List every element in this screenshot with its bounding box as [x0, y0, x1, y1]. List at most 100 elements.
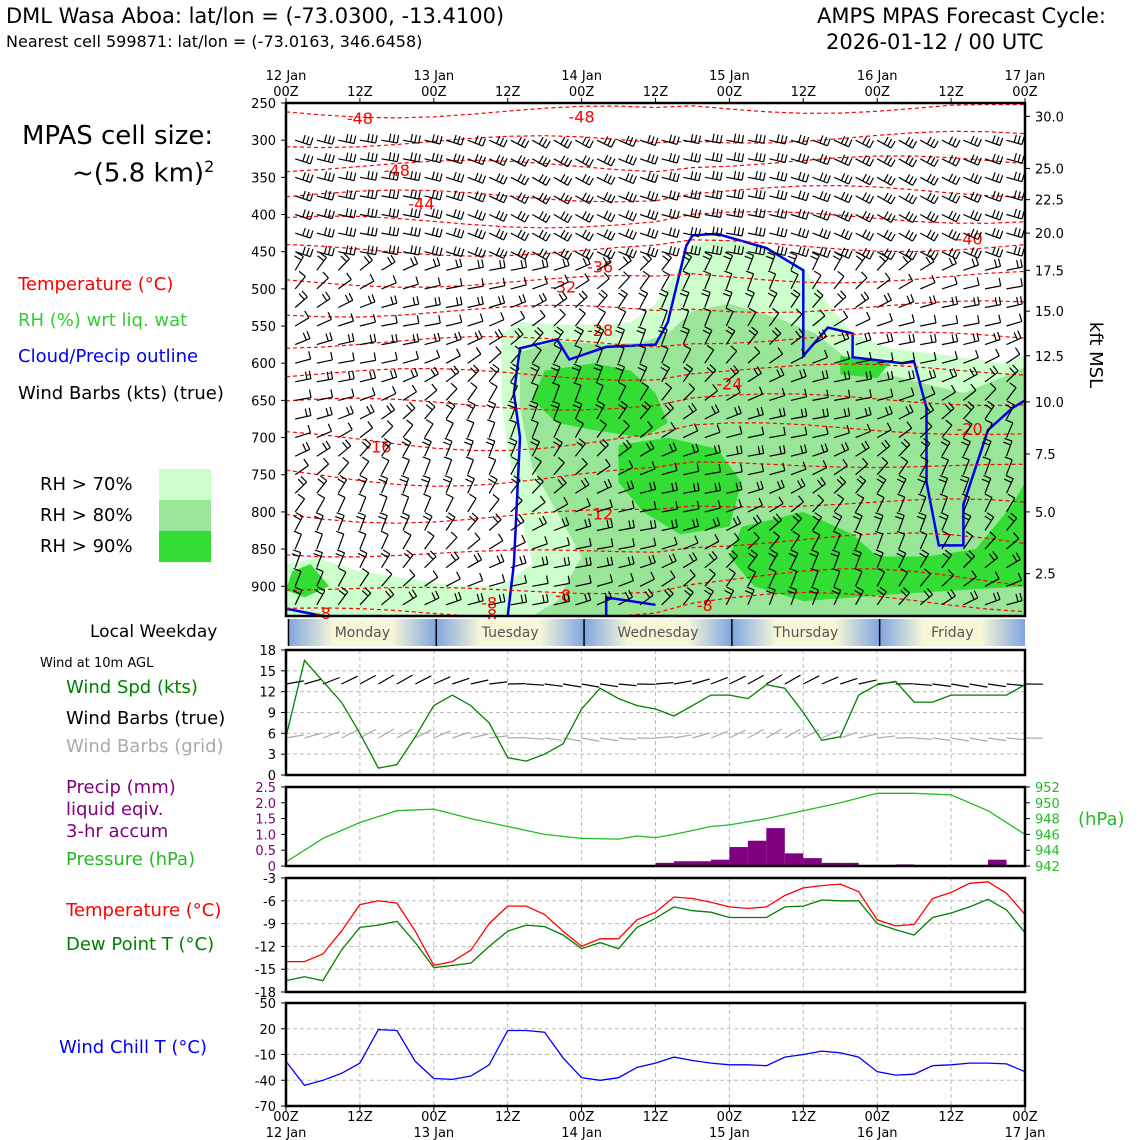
- wind-barb: [661, 382, 673, 401]
- wind-barb: [575, 248, 594, 260]
- station-title: DML Wasa Aboa: lat/lon = (-73.0300, -13.…: [6, 4, 505, 28]
- wind10-ytick-label: 18: [259, 644, 276, 659]
- wind-barb: [316, 493, 326, 513]
- wind-barb: [769, 387, 786, 401]
- wind10-barb: [285, 680, 304, 685]
- cell-subtitle: Nearest cell 599871: lat/lon = (-73.0163…: [6, 32, 423, 51]
- wind-barb: [726, 405, 742, 420]
- wind-barb: [704, 444, 721, 457]
- wind-barb: [661, 227, 680, 238]
- isotherm-16: [285, 591, 1026, 617]
- wind-barb: [832, 512, 843, 531]
- wind-barb: [769, 227, 788, 238]
- wind-barb: [445, 190, 465, 202]
- wind-barb: [855, 457, 869, 476]
- wind-barb: [381, 314, 398, 327]
- wind-barb: [445, 134, 465, 146]
- wind-barb: [769, 426, 786, 439]
- wind-barb: [682, 363, 694, 383]
- wind-barb: [898, 273, 914, 290]
- wind-barb: [877, 352, 894, 364]
- wind-barb: [855, 192, 875, 204]
- wind10-barb: [747, 728, 764, 739]
- wind-barb: [553, 537, 570, 550]
- wind-barb: [769, 407, 786, 420]
- wind-barb: [359, 370, 377, 383]
- wind-barb: [639, 481, 657, 494]
- wind-barb: [704, 364, 717, 383]
- wind-barb: [489, 259, 506, 271]
- wind-barb: [682, 402, 697, 420]
- windchill-ytick-label: -70: [255, 1100, 276, 1115]
- wind-barb: [769, 513, 782, 531]
- wind-barb: [402, 401, 416, 420]
- wind-barb: [445, 512, 456, 531]
- wind10-ytick-label: 9: [268, 707, 276, 722]
- wind-barb: [402, 549, 414, 569]
- wind-barb: [661, 134, 680, 145]
- wind-barb: [941, 296, 959, 309]
- wind-barb: [941, 368, 958, 383]
- wind-barb: [963, 315, 980, 327]
- wind-barb: [661, 462, 678, 476]
- wind-barb: [445, 591, 462, 606]
- pressure-ytick-label: 952: [1035, 781, 1060, 796]
- kft-tick-label: 15.0: [1035, 305, 1064, 320]
- wind10-ytick-label: 12: [259, 686, 276, 701]
- windchill-label: Wind Chill T (°C): [59, 1037, 207, 1058]
- wind-barb: [769, 445, 786, 457]
- wind-barb: [424, 134, 443, 145]
- wind-barb: [855, 210, 875, 223]
- wind-barb: [919, 438, 931, 457]
- wind10-barb: [599, 683, 618, 688]
- wind-barb: [402, 245, 421, 256]
- wind-barb: [639, 252, 652, 271]
- wind-barb: [790, 444, 808, 457]
- wind-barb: [661, 171, 680, 183]
- wind-barb: [876, 174, 896, 186]
- wind-barb: [920, 136, 939, 149]
- wind-barb: [833, 173, 853, 185]
- wind-barb: [445, 551, 460, 569]
- wind-barb: [596, 499, 613, 513]
- isotherm-0: [285, 103, 1025, 119]
- wind-barb: [338, 208, 357, 219]
- wind-barb: [572, 400, 583, 420]
- wind-barb: [381, 226, 400, 237]
- wind10-barb: [599, 737, 618, 742]
- wind10-barb: [396, 674, 413, 685]
- wind-barb: [701, 289, 711, 308]
- wind-barb: [574, 344, 583, 364]
- wind-barb: [747, 245, 766, 256]
- precip-label-1: Precip (mm): [66, 777, 176, 798]
- wind-barb: [747, 346, 761, 364]
- wind-barb: [596, 255, 612, 271]
- wind-barb: [1006, 134, 1025, 146]
- wind-barb: [402, 226, 421, 237]
- wind-barb: [553, 192, 573, 205]
- legend-barbs: Wind Barbs (kts) (true): [18, 383, 224, 404]
- wind-barb: [488, 456, 497, 475]
- precip-bar: [803, 858, 822, 866]
- wind-barb: [920, 351, 937, 364]
- wind-barb: [488, 210, 508, 222]
- wind-barb: [916, 512, 927, 531]
- wind-barb: [359, 226, 378, 237]
- wind-barb: [488, 328, 504, 346]
- wind-barb: [445, 258, 463, 271]
- wind-barb: [400, 512, 410, 531]
- isotherm-label: -24: [716, 374, 742, 393]
- pressure-tick-label: 400: [251, 209, 276, 224]
- wind-barb: [381, 386, 397, 401]
- wind-barb: [897, 493, 906, 513]
- wind-barb: [747, 445, 765, 457]
- wind-barb: [833, 330, 850, 346]
- wind-barb: [898, 352, 916, 364]
- wind-barb: [941, 173, 961, 186]
- wind-barb: [553, 419, 562, 438]
- wind-barb: [704, 207, 723, 218]
- wind-barb: [337, 586, 349, 606]
- wind-barb: [381, 189, 400, 200]
- wind-barb: [553, 174, 573, 186]
- wind-barb: [488, 363, 500, 383]
